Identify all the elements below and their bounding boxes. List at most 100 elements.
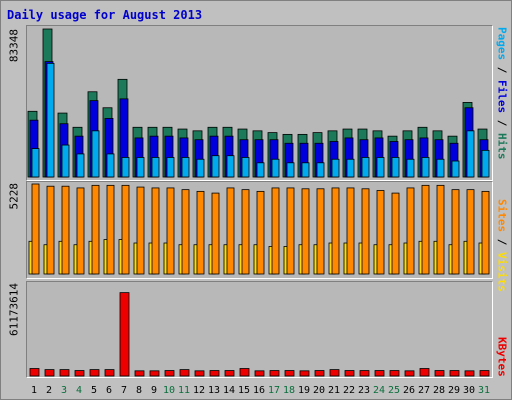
sites-bar xyxy=(421,184,430,275)
day-label: 13 xyxy=(208,385,220,396)
kbytes-bar xyxy=(419,368,430,377)
sites-bar xyxy=(121,184,130,275)
sites-bar xyxy=(286,187,295,275)
pages-bar xyxy=(196,158,205,178)
day-label: 4 xyxy=(76,385,82,396)
kbytes-bar xyxy=(194,370,205,377)
pages-bar xyxy=(436,158,445,178)
sites-bar xyxy=(391,192,400,275)
sites-bar xyxy=(196,190,205,275)
day-label: 10 xyxy=(163,385,175,396)
kbytes-bar xyxy=(29,368,40,377)
day-label: 5 xyxy=(91,385,97,396)
sites-bar xyxy=(451,189,460,275)
pages-bar xyxy=(76,153,85,178)
sites-bar xyxy=(466,189,475,275)
day-label: 22 xyxy=(343,385,355,396)
kbytes-bar xyxy=(389,370,400,377)
sites-bar xyxy=(46,185,55,275)
pages-bar xyxy=(406,158,415,178)
sites-bar xyxy=(346,187,355,275)
sites-bar xyxy=(316,188,325,275)
sites-bar xyxy=(376,190,385,275)
day-label: 30 xyxy=(463,385,475,396)
kbytes-bar xyxy=(299,370,310,377)
kbytes-bar xyxy=(224,370,235,377)
sites-bar xyxy=(331,187,340,275)
pages-bar xyxy=(466,130,475,178)
day-label: 25 xyxy=(388,385,400,396)
pages-bar xyxy=(166,157,175,178)
sites-bar xyxy=(256,190,265,275)
sites-bar xyxy=(136,186,145,275)
day-label: 15 xyxy=(238,385,250,396)
pages-bar xyxy=(361,157,370,178)
day-label: 9 xyxy=(151,385,157,396)
kbytes-bar xyxy=(479,370,490,377)
pages-bar xyxy=(31,148,40,178)
pages-bar xyxy=(211,155,220,178)
kbytes-bar xyxy=(404,370,415,377)
kbytes-bar xyxy=(149,370,160,377)
sites-bar xyxy=(271,187,280,275)
pages-bar xyxy=(451,160,460,178)
kbytes-bar xyxy=(464,370,475,377)
pages-bar xyxy=(286,162,295,178)
kbytes-bar xyxy=(239,368,250,377)
pages-bar xyxy=(421,157,430,178)
kbytes-bar xyxy=(74,370,85,377)
day-label: 2 xyxy=(46,385,52,396)
day-label: 12 xyxy=(193,385,205,396)
kbytes-bar xyxy=(59,369,70,377)
sites-bar xyxy=(241,189,250,275)
day-label: 3 xyxy=(61,385,67,396)
kbytes-bar xyxy=(134,370,145,377)
pages-bar xyxy=(61,144,70,178)
kbytes-bar xyxy=(329,369,340,377)
day-label: 26 xyxy=(403,385,415,396)
pages-bar xyxy=(316,162,325,178)
day-label: 28 xyxy=(433,385,445,396)
sites-bar xyxy=(61,185,70,275)
day-label: 18 xyxy=(283,385,295,396)
day-label: 20 xyxy=(313,385,325,396)
day-label: 27 xyxy=(418,385,430,396)
kbytes-bar xyxy=(374,370,385,377)
pages-bar xyxy=(136,157,145,178)
sites-bar xyxy=(106,184,115,275)
pages-bar xyxy=(256,162,265,178)
kbytes-bar xyxy=(89,369,100,377)
pages-bar xyxy=(106,153,115,178)
pages-bar xyxy=(391,157,400,178)
pages-bar xyxy=(121,157,130,178)
sites-bar xyxy=(31,183,40,275)
kbytes-bar xyxy=(44,369,55,377)
kbytes-bar xyxy=(344,370,355,377)
kbytes-panel xyxy=(26,281,493,378)
sites-bar xyxy=(91,184,100,275)
sites-bar xyxy=(361,188,370,275)
day-label: 31 xyxy=(478,385,490,396)
sites-bar xyxy=(211,192,220,275)
pages-bar xyxy=(376,157,385,178)
sites-bar xyxy=(226,187,235,275)
day-label: 7 xyxy=(121,385,127,396)
kbytes-bar xyxy=(179,369,190,377)
kbytes-bar xyxy=(449,370,460,377)
kbytes-bar xyxy=(119,292,130,377)
sites-bar xyxy=(301,188,310,275)
kbytes-bar xyxy=(254,370,265,377)
kbytes-bar xyxy=(104,369,115,377)
day-label: 17 xyxy=(268,385,280,396)
day-label: 14 xyxy=(223,385,235,396)
day-label: 23 xyxy=(358,385,370,396)
pages-bar xyxy=(331,158,340,178)
pages-bar xyxy=(271,158,280,178)
kbytes-bar xyxy=(209,370,220,377)
day-label: 16 xyxy=(253,385,265,396)
pages-bar xyxy=(151,157,160,178)
sites-bar xyxy=(76,187,85,275)
pages-bar xyxy=(226,155,235,178)
